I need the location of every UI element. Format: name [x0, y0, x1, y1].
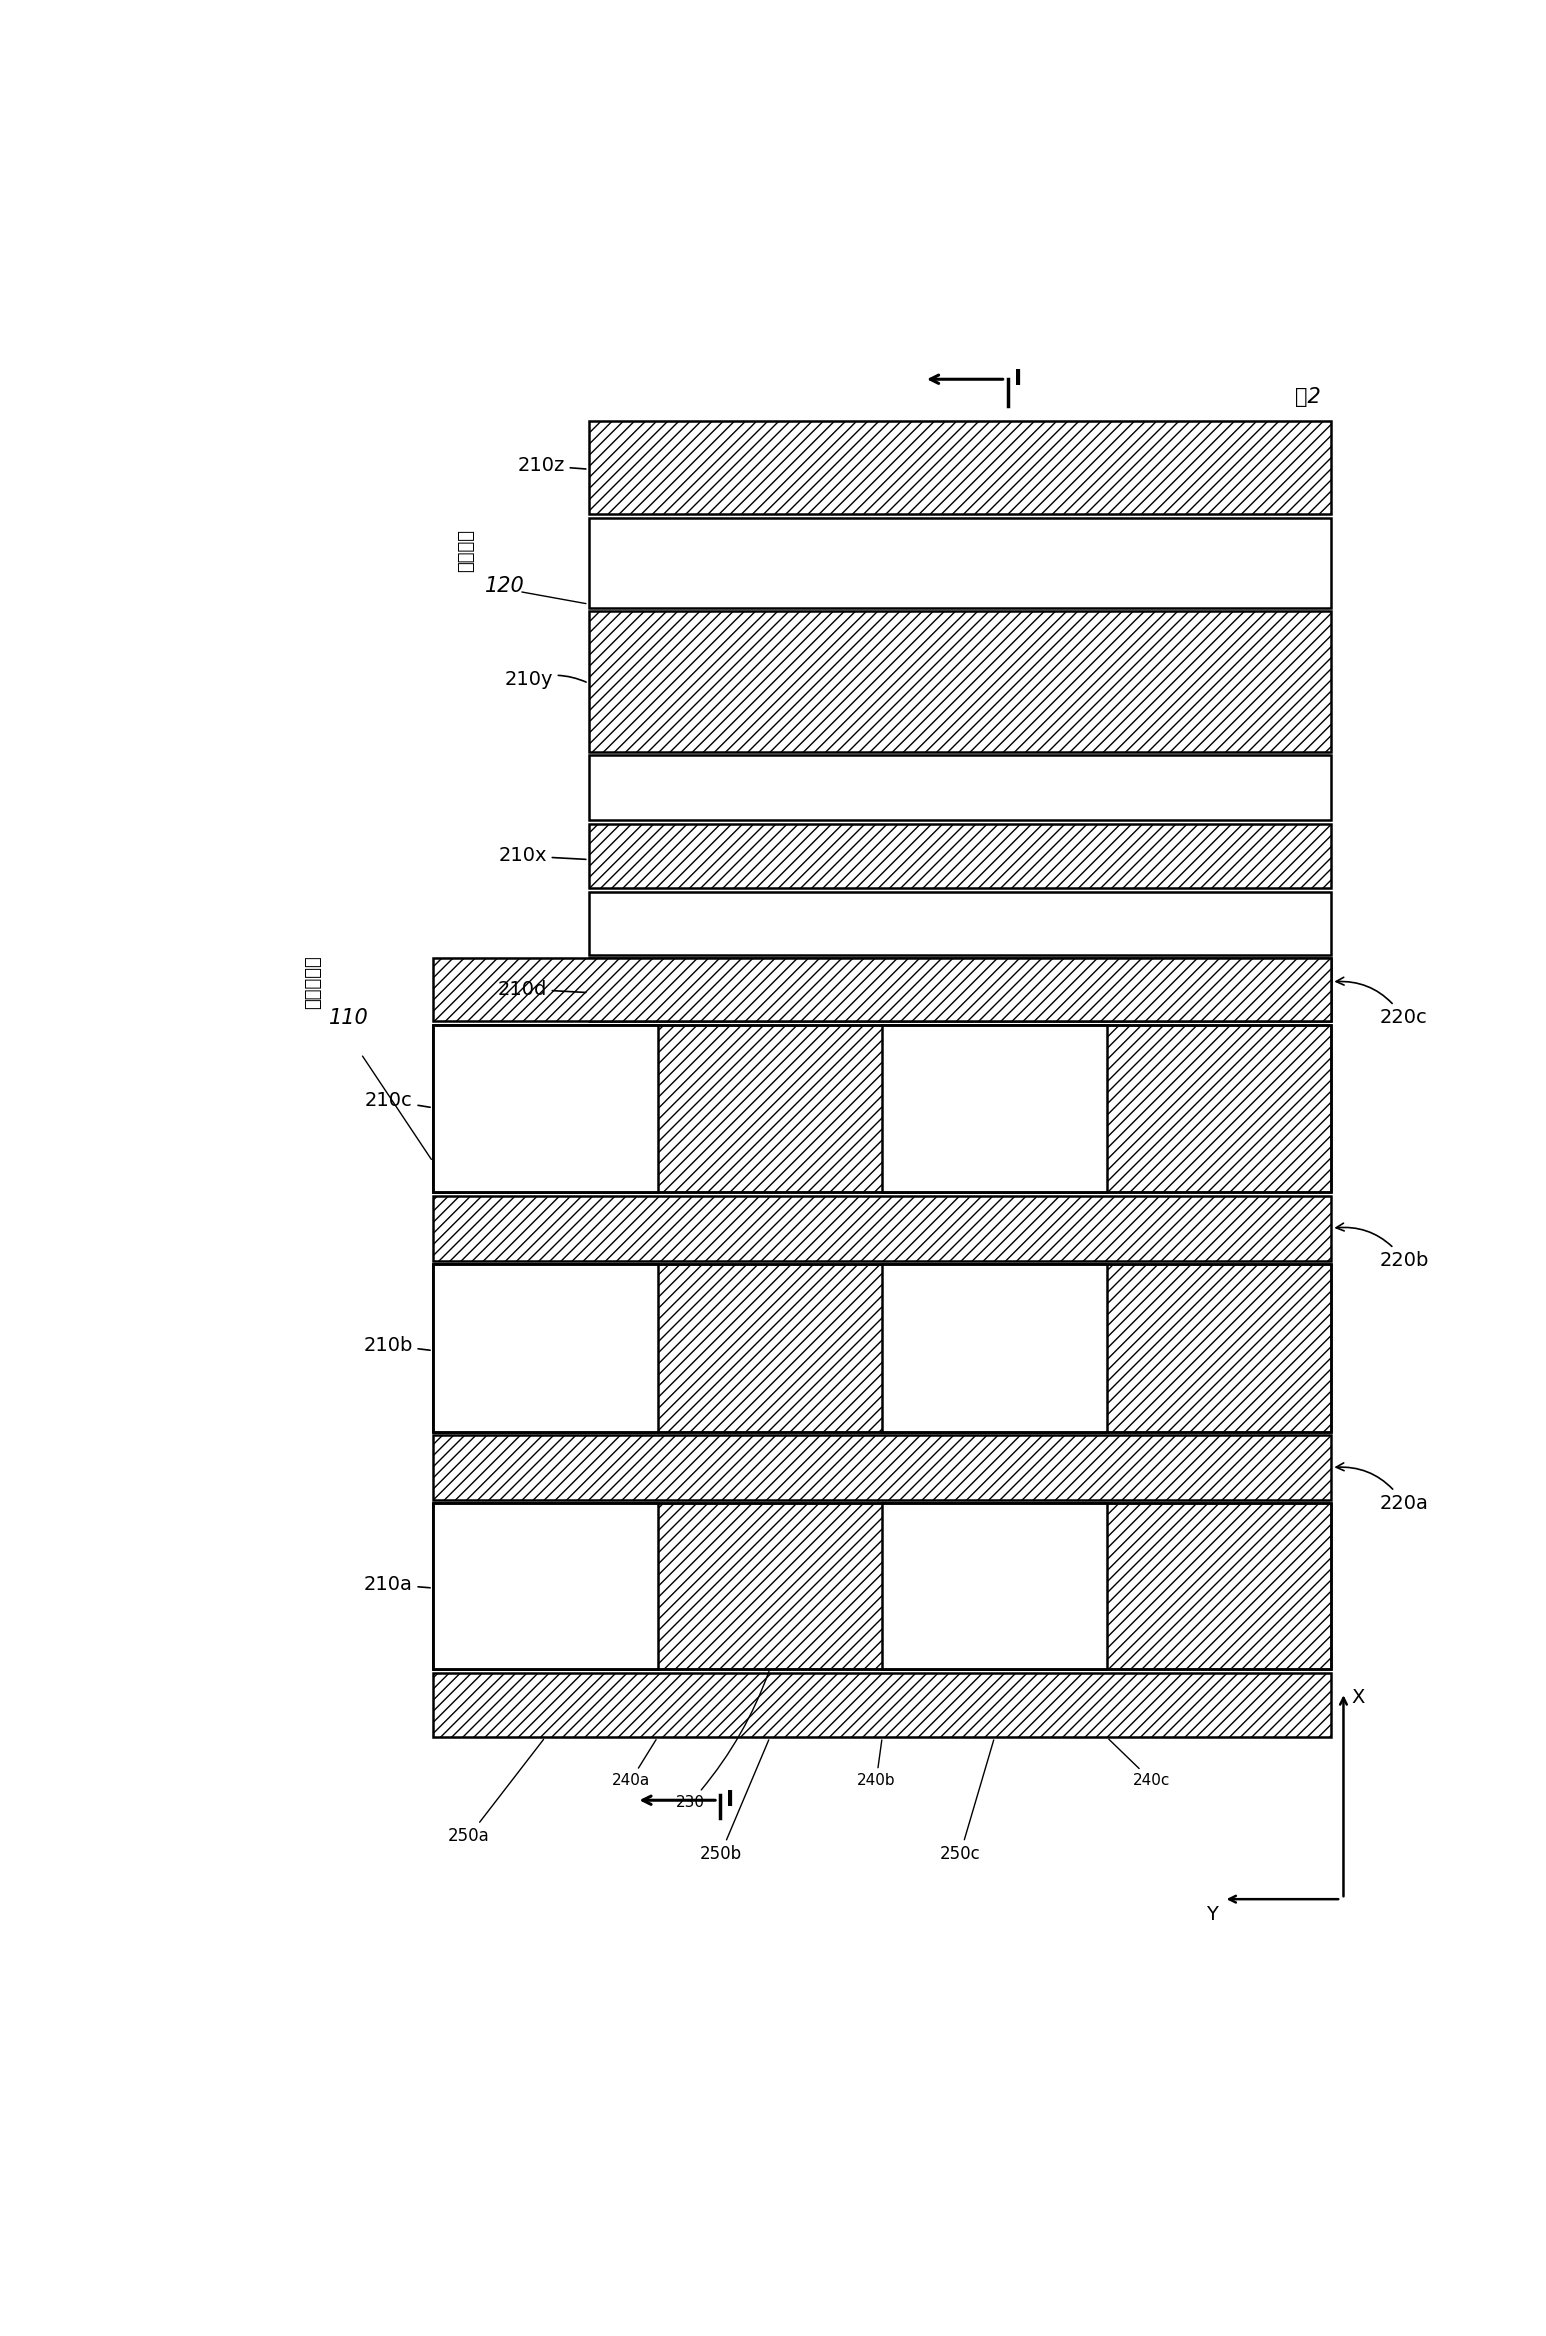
Bar: [433, 1434, 1331, 1500]
Text: 图2: 图2: [1294, 388, 1320, 406]
Bar: [883, 1026, 1107, 1191]
Text: 210y: 210y: [504, 670, 586, 689]
Text: 210x: 210x: [498, 846, 586, 864]
Bar: [589, 519, 1331, 607]
Text: 250a: 250a: [448, 1740, 544, 1845]
Text: 220a: 220a: [1336, 1462, 1429, 1514]
Text: 210b: 210b: [363, 1336, 430, 1355]
Bar: [589, 825, 1331, 888]
Text: 存储器阵列: 存储器阵列: [305, 955, 322, 1009]
Text: Y: Y: [1206, 1904, 1218, 1923]
Bar: [433, 1264, 1331, 1432]
Bar: [433, 1026, 1331, 1191]
Text: 220b: 220b: [1336, 1224, 1429, 1271]
Bar: [433, 1026, 1331, 1191]
Bar: [433, 1026, 657, 1191]
Bar: [433, 1504, 657, 1668]
Bar: [589, 755, 1331, 820]
Text: 250b: 250b: [699, 1740, 768, 1864]
Bar: [589, 420, 1331, 514]
Text: 210d: 210d: [498, 979, 586, 997]
Bar: [433, 958, 1331, 1021]
Text: 210a: 210a: [363, 1574, 430, 1593]
Text: 240a: 240a: [612, 1740, 656, 1789]
Bar: [433, 1504, 1331, 1668]
Text: 120: 120: [485, 577, 524, 596]
Text: 210z: 210z: [518, 456, 586, 474]
Text: 240c: 240c: [1108, 1740, 1170, 1789]
Bar: [433, 1673, 1331, 1738]
Text: X: X: [1351, 1689, 1365, 1708]
Text: I: I: [727, 1789, 734, 1810]
Text: 210c: 210c: [365, 1091, 430, 1110]
Bar: [433, 1196, 1331, 1261]
Text: 240b: 240b: [856, 1740, 895, 1789]
Text: 250c: 250c: [940, 1740, 994, 1864]
Text: 110: 110: [329, 1007, 369, 1028]
Bar: [883, 1504, 1107, 1668]
Bar: [433, 1504, 1331, 1668]
Text: 230: 230: [676, 1673, 768, 1810]
Bar: [589, 958, 1331, 1021]
Text: I: I: [1014, 369, 1022, 390]
Bar: [589, 892, 1331, 955]
Text: 220c: 220c: [1336, 976, 1427, 1028]
Bar: [433, 1264, 1331, 1432]
Bar: [433, 1264, 657, 1432]
Text: 外围区域: 外围区域: [458, 528, 476, 572]
Bar: [589, 612, 1331, 752]
Bar: [883, 1264, 1107, 1432]
